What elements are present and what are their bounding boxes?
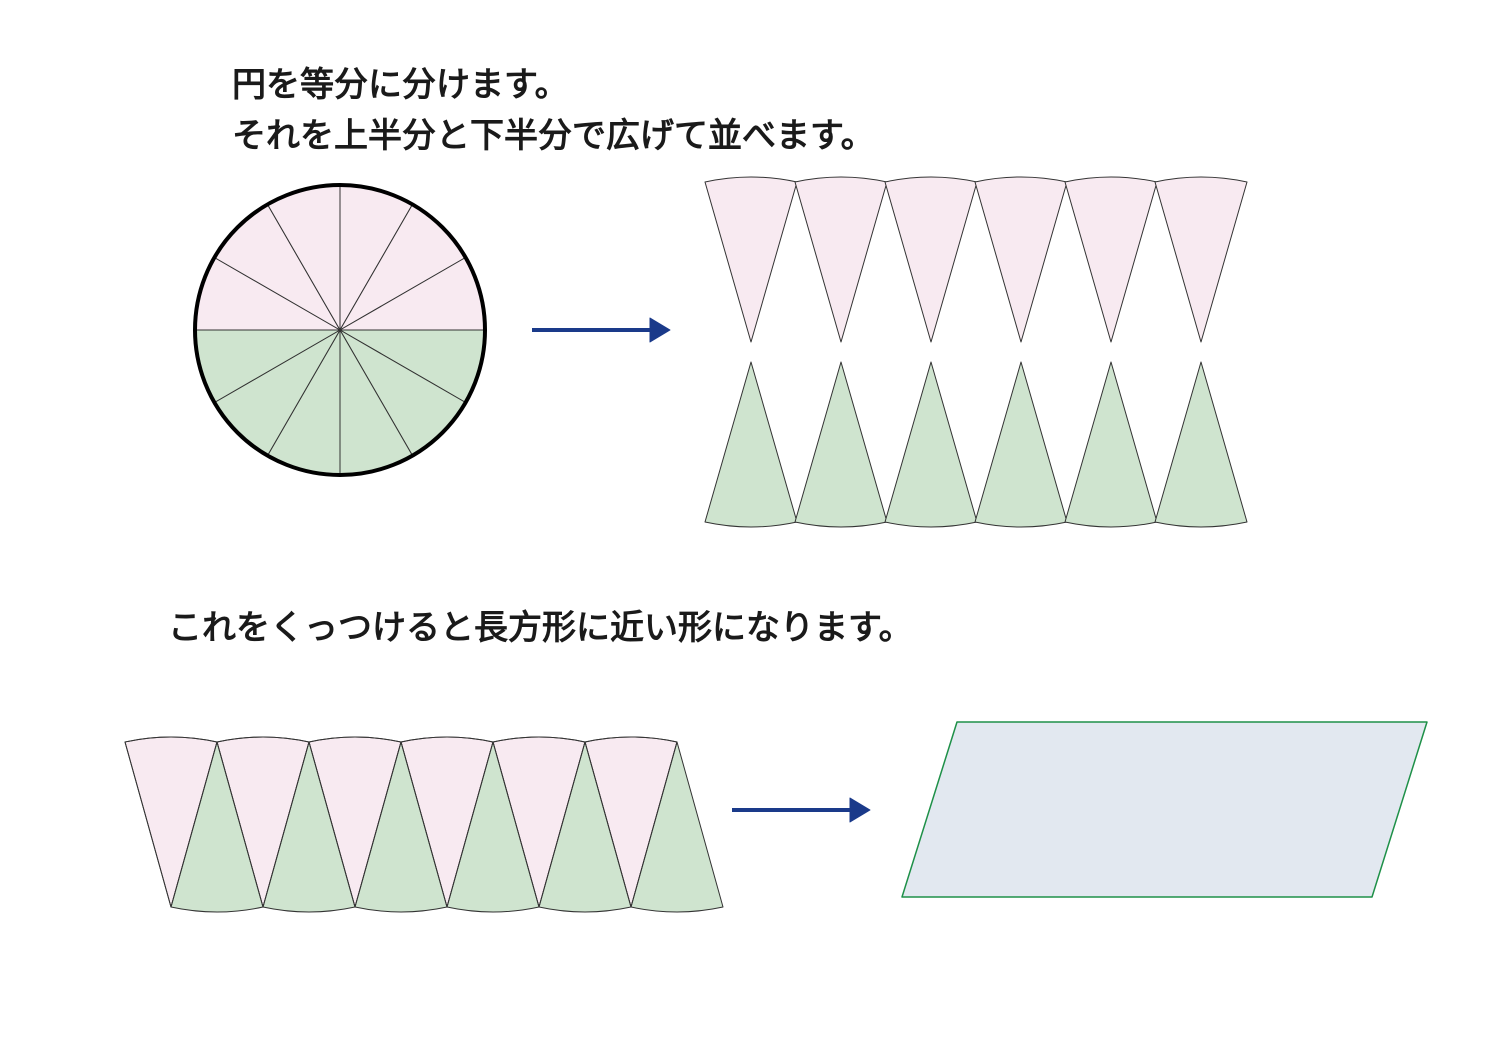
sectors-combined <box>120 730 728 925</box>
sectors-separated <box>700 170 1262 540</box>
heading-step2: これをくっつけると長方形に近い形になります。 <box>168 600 913 649</box>
arrow-1 <box>530 314 674 346</box>
parallelogram <box>900 720 1429 899</box>
circle-divided <box>190 180 490 480</box>
heading-step1: 円を等分に分けます。 それを上半分と下半分で広げて並べます。 <box>232 60 875 162</box>
arrow-2 <box>730 794 874 826</box>
